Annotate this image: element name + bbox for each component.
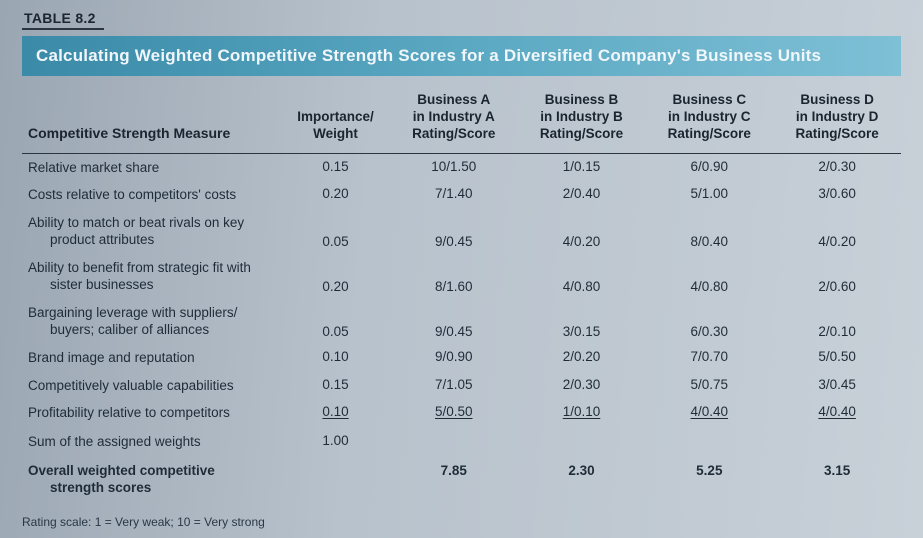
- biz-d-cell: 3/0.60: [773, 181, 901, 209]
- measure-label: Bargaining leverage with suppliers/buyer…: [22, 299, 281, 344]
- empty-cell: [518, 427, 646, 456]
- table-row: Brand image and reputation0.109/0.902/0.…: [22, 344, 901, 372]
- measure-label: Costs relative to competitors' costs: [22, 181, 281, 209]
- totals-row: Overall weighted competitivestrength sco…: [22, 455, 901, 505]
- biz-c-cell: 7/0.70: [645, 344, 773, 372]
- weight-cell: 0.10: [281, 344, 390, 372]
- biz-b-cell: 4/0.20: [518, 209, 646, 254]
- table-row: Relative market share0.1510/1.501/0.156/…: [22, 153, 901, 181]
- weight-cell: 0.05: [281, 209, 390, 254]
- biz-d-cell: 4/0.40: [773, 399, 901, 427]
- col-header-weight: Importance/Weight: [281, 88, 390, 153]
- biz-a-cell: 9/0.90: [390, 344, 518, 372]
- measure-label: Relative market share: [22, 153, 281, 181]
- strength-scores-table: Competitive Strength Measure Importance/…: [22, 88, 901, 505]
- table-row: Bargaining leverage with suppliers/buyer…: [22, 299, 901, 344]
- col-header-biz-b: Business Bin Industry BRating/Score: [518, 88, 646, 153]
- biz-d-cell: 2/0.10: [773, 299, 901, 344]
- biz-a-cell: 7/1.05: [390, 372, 518, 400]
- biz-d-cell: 4/0.20: [773, 209, 901, 254]
- biz-b-cell: 1/0.10: [518, 399, 646, 427]
- weight-cell: 0.05: [281, 299, 390, 344]
- table-header: Competitive Strength Measure Importance/…: [22, 88, 901, 153]
- biz-c-cell: 6/0.30: [645, 299, 773, 344]
- biz-d-cell: 5/0.50: [773, 344, 901, 372]
- biz-d-cell: 2/0.60: [773, 254, 901, 299]
- rating-scale-footnote: Rating scale: 1 = Very weak; 10 = Very s…: [22, 515, 901, 529]
- table-row: Ability to match or beat rivals on keypr…: [22, 209, 901, 254]
- measure-label: Ability to match or beat rivals on keypr…: [22, 209, 281, 254]
- table-row: Ability to benefit from strategic fit wi…: [22, 254, 901, 299]
- measure-label-line2: sister businesses: [28, 276, 275, 294]
- measure-label-line2: product attributes: [28, 231, 275, 249]
- biz-a-cell: 9/0.45: [390, 209, 518, 254]
- biz-c-cell: 8/0.40: [645, 209, 773, 254]
- table-row: Competitively valuable capabilities0.157…: [22, 372, 901, 400]
- totals-label: Overall weighted competitivestrength sco…: [22, 455, 281, 505]
- col-header-measure: Competitive Strength Measure: [22, 88, 281, 153]
- biz-c-cell: 5/1.00: [645, 181, 773, 209]
- biz-b-cell: 3/0.15: [518, 299, 646, 344]
- measure-label: Ability to benefit from strategic fit wi…: [22, 254, 281, 299]
- biz-a-cell: 10/1.50: [390, 153, 518, 181]
- table-row: Profitability relative to competitors0.1…: [22, 399, 901, 427]
- empty-cell: [281, 455, 390, 505]
- weight-cell: 0.20: [281, 181, 390, 209]
- weight-cell: 0.15: [281, 372, 390, 400]
- biz-b-cell: 1/0.15: [518, 153, 646, 181]
- weight-cell: 0.20: [281, 254, 390, 299]
- biz-c-cell: 5/0.75: [645, 372, 773, 400]
- biz-a-cell: 8/1.60: [390, 254, 518, 299]
- col-header-biz-c: Business Cin Industry CRating/Score: [645, 88, 773, 153]
- sum-row: Sum of the assigned weights1.00: [22, 427, 901, 456]
- weight-cell: 0.15: [281, 153, 390, 181]
- textbook-page: TABLE 8.2 Calculating Weighted Competiti…: [0, 0, 923, 538]
- biz-d-cell: 2/0.30: [773, 153, 901, 181]
- measure-label-line2: buyers; caliber of alliances: [28, 321, 275, 339]
- table-title-bar: Calculating Weighted Competitive Strengt…: [22, 36, 901, 76]
- total-d: 3.15: [773, 455, 901, 505]
- col-header-biz-d: Business Din Industry DRating/Score: [773, 88, 901, 153]
- empty-cell: [773, 427, 901, 456]
- biz-a-cell: 7/1.40: [390, 181, 518, 209]
- measure-label: Competitively valuable capabilities: [22, 372, 281, 400]
- biz-c-cell: 4/0.40: [645, 399, 773, 427]
- sum-weight: 1.00: [281, 427, 390, 456]
- biz-a-cell: 9/0.45: [390, 299, 518, 344]
- table-row: Costs relative to competitors' costs0.20…: [22, 181, 901, 209]
- biz-d-cell: 3/0.45: [773, 372, 901, 400]
- biz-b-cell: 4/0.80: [518, 254, 646, 299]
- sum-label: Sum of the assigned weights: [22, 427, 281, 456]
- biz-c-cell: 4/0.80: [645, 254, 773, 299]
- measure-label: Profitability relative to competitors: [22, 399, 281, 427]
- biz-b-cell: 2/0.30: [518, 372, 646, 400]
- col-header-biz-a: Business Ain Industry ARating/Score: [390, 88, 518, 153]
- biz-b-cell: 2/0.40: [518, 181, 646, 209]
- total-b: 2.30: [518, 455, 646, 505]
- total-c: 5.25: [645, 455, 773, 505]
- empty-cell: [645, 427, 773, 456]
- weight-cell: 0.10: [281, 399, 390, 427]
- totals-label-line2: strength scores: [28, 480, 275, 497]
- table-number: TABLE 8.2: [22, 8, 104, 30]
- biz-b-cell: 2/0.20: [518, 344, 646, 372]
- total-a: 7.85: [390, 455, 518, 505]
- biz-a-cell: 5/0.50: [390, 399, 518, 427]
- biz-c-cell: 6/0.90: [645, 153, 773, 181]
- measure-label: Brand image and reputation: [22, 344, 281, 372]
- empty-cell: [390, 427, 518, 456]
- table-body: Relative market share0.1510/1.501/0.156/…: [22, 153, 901, 505]
